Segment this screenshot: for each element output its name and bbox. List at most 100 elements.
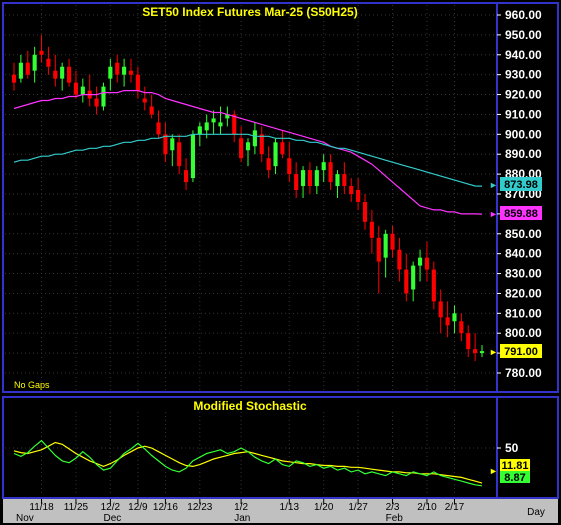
candle-body xyxy=(73,82,79,95)
price-tick-label: 910.00 xyxy=(505,107,542,121)
candle-body xyxy=(142,98,147,103)
price-tick-label: 840.00 xyxy=(505,247,542,261)
price-tick-label: 890.00 xyxy=(505,147,542,161)
candle-body xyxy=(294,174,299,191)
candle-body xyxy=(80,86,85,95)
price-candles xyxy=(11,34,485,362)
ma-magenta-line xyxy=(13,89,483,215)
price-tick-label: 780.00 xyxy=(505,366,542,380)
date-tick-label: 11/25 xyxy=(64,502,89,513)
candle-body xyxy=(115,62,120,75)
candle-body xyxy=(479,351,485,354)
candle-body xyxy=(369,221,374,238)
candle-body xyxy=(362,201,368,222)
price-tick-label: 850.00 xyxy=(505,227,542,241)
badge-close-text: 791.00 xyxy=(504,346,538,358)
month-label: Feb xyxy=(386,513,404,524)
date-tick-label: 1/2 xyxy=(234,502,248,513)
badge-close: 791.00 xyxy=(500,344,542,358)
candle-body xyxy=(25,62,30,75)
candle-body xyxy=(307,170,313,187)
candle-body xyxy=(94,98,99,107)
date-tick-label: 12/9 xyxy=(128,502,148,513)
candle-body xyxy=(383,233,388,258)
candle-body xyxy=(18,62,23,79)
date-axis-ticks: 11/18 11/25 12/2 12/9 12/16 12/23 1/2 1/13 1/20 1… xyxy=(16,499,465,524)
date-tick-label: 12/16 xyxy=(153,502,178,513)
ma-cyan-line xyxy=(13,133,483,187)
stoch-d-line xyxy=(13,439,483,487)
price-tick-label: 940.00 xyxy=(505,48,542,62)
candle-body xyxy=(342,174,347,187)
candle-body xyxy=(60,66,65,79)
stoch-grid xyxy=(5,412,495,496)
price-axis-ticks: 780.00790.00800.00810.00820.00830.00840.… xyxy=(497,8,542,380)
candle-body xyxy=(438,301,443,318)
candle-body xyxy=(239,138,244,159)
price-tick-label: 810.00 xyxy=(505,306,542,320)
month-label: Nov xyxy=(16,513,34,524)
candle-body xyxy=(149,106,154,115)
stoch-lines xyxy=(13,439,483,487)
candle-body xyxy=(287,158,292,175)
candle-body xyxy=(273,142,278,167)
price-tick-label: 930.00 xyxy=(505,68,542,82)
candle-body xyxy=(66,66,72,83)
candle-body xyxy=(349,186,354,194)
candle-body xyxy=(335,174,340,187)
arrow-magenta-icon: ► xyxy=(489,209,498,219)
candle-body xyxy=(39,50,44,55)
badge-stoch-k: 11.81 xyxy=(500,459,530,472)
price-tick-label: 920.00 xyxy=(505,88,542,102)
candle-body xyxy=(424,257,430,270)
badge-ma-magenta-text: 859.88 xyxy=(504,208,538,220)
badge-ma-magenta: 859.88 xyxy=(500,206,542,220)
arrow-close-icon: ► xyxy=(489,347,498,357)
month-label: Dec xyxy=(103,513,121,524)
candle-body xyxy=(108,66,113,79)
candle-body xyxy=(218,122,223,127)
price-tick-label: 960.00 xyxy=(505,8,542,22)
candle-body xyxy=(459,321,464,334)
candle-body xyxy=(177,142,182,167)
no-gaps-note: No Gaps xyxy=(14,380,50,390)
candle-body xyxy=(328,162,333,183)
candle-body xyxy=(11,74,17,83)
candle-body xyxy=(128,70,134,75)
price-grid xyxy=(5,5,495,390)
price-tick-label: 820.00 xyxy=(505,286,542,300)
period-axis-bar xyxy=(497,499,558,523)
candle-body xyxy=(356,190,361,202)
date-tick-label: 2/10 xyxy=(417,502,437,513)
badge-stoch-k-text: 11.81 xyxy=(502,460,529,472)
badge-ma-cyan: 873.98 xyxy=(500,177,542,191)
candle-body xyxy=(390,233,395,250)
date-tick-label: 1/13 xyxy=(280,502,300,513)
candle-body xyxy=(376,237,381,262)
candle-body xyxy=(135,74,140,91)
price-tick-label: 800.00 xyxy=(505,326,542,340)
candle-body xyxy=(397,249,402,270)
candle-body xyxy=(225,114,230,119)
arrow-stoch-icon: ► xyxy=(489,466,498,476)
date-tick-label: 12/2 xyxy=(101,502,121,513)
price-axis-frame xyxy=(496,2,559,393)
candle-body xyxy=(452,313,457,322)
candle-body xyxy=(211,118,216,123)
candle-body xyxy=(204,122,209,131)
date-tick-label: 1/27 xyxy=(348,502,368,513)
candle-body xyxy=(46,58,51,67)
month-label: Jan xyxy=(234,513,250,524)
candle-body xyxy=(417,257,423,266)
candle-body xyxy=(163,134,168,155)
candle-body xyxy=(259,134,264,155)
date-tick-label: 1/20 xyxy=(314,502,334,513)
candle-body xyxy=(266,158,271,171)
stoch-axis-ticks: 50 xyxy=(497,441,519,455)
price-tick-label: 830.00 xyxy=(505,267,542,281)
date-tick-label: 2/17 xyxy=(445,502,465,513)
candle-body xyxy=(252,130,257,147)
candle-body xyxy=(431,269,436,302)
date-tick-label: 2/3 xyxy=(386,502,400,513)
candle-body xyxy=(466,333,471,350)
